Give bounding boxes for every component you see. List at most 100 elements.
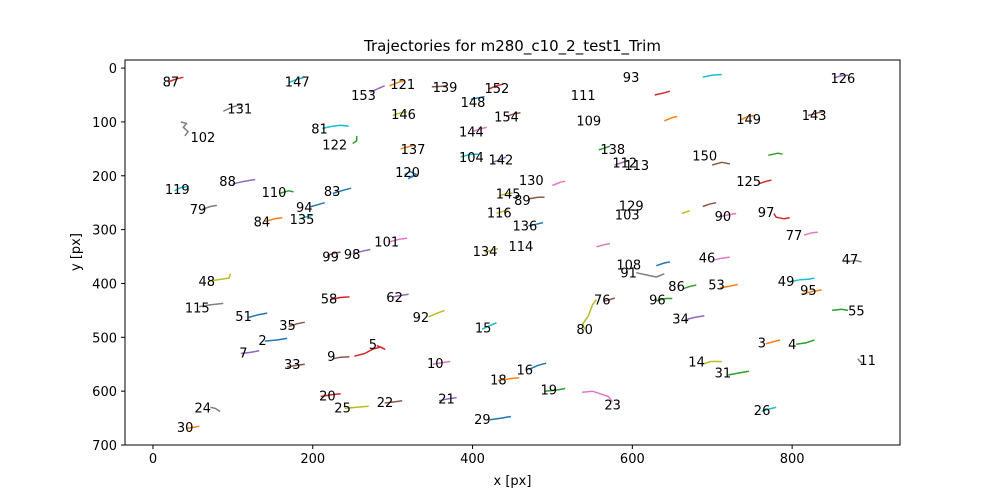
trajectory-93 xyxy=(702,73,722,78)
y-tick-label: 100 xyxy=(92,116,117,131)
trajectory-label-116: 116 xyxy=(487,206,512,221)
trajectory-83 xyxy=(332,187,352,195)
trajectory-18 xyxy=(497,376,519,382)
trajectory-148 xyxy=(470,95,485,101)
trajectory-label-31: 31 xyxy=(715,366,732,381)
trajectory-19 xyxy=(544,387,566,392)
trajectory-label-24: 24 xyxy=(195,401,212,416)
trajectory-label-109: 109 xyxy=(576,114,601,129)
trajectory-62 xyxy=(392,293,409,298)
y-tick-label: 400 xyxy=(92,277,117,292)
trajectory-130 xyxy=(552,180,566,187)
trajectory-label-30: 30 xyxy=(177,421,194,436)
trajectory-label-99: 99 xyxy=(322,251,339,266)
trajectory-153 xyxy=(369,85,385,93)
trajectory-label-129: 129 xyxy=(619,199,644,214)
trajectory-label-152: 152 xyxy=(485,82,510,97)
trajectory-label-134: 134 xyxy=(473,245,498,260)
trajectory-26 xyxy=(761,406,777,412)
trajectory-label-112: 112 xyxy=(612,156,637,171)
y-tick-label: 600 xyxy=(92,385,117,400)
trajectory-99 xyxy=(326,251,341,257)
trajectory-113 xyxy=(711,161,730,166)
trajectory-label-126: 126 xyxy=(831,72,856,87)
trajectory-label-35: 35 xyxy=(279,319,296,334)
trajectory-label-5: 5 xyxy=(369,338,377,353)
plot-area xyxy=(124,59,901,446)
trajectory-label-121: 121 xyxy=(390,78,415,93)
trajectory-label-114: 114 xyxy=(509,240,534,255)
trajectory-label-16: 16 xyxy=(517,364,534,379)
trajectory-label-131: 131 xyxy=(227,103,252,118)
trajectory-92 xyxy=(428,309,445,318)
trajectory-label-19: 19 xyxy=(541,384,558,399)
trajectory-91 xyxy=(636,271,665,278)
trajectory-label-77: 77 xyxy=(786,229,803,244)
trajectory-label-102: 102 xyxy=(191,131,216,146)
trajectory-94 xyxy=(309,201,325,208)
trajectory-22 xyxy=(384,400,403,404)
trajectory-138 xyxy=(598,145,611,151)
trajectory-label-18: 18 xyxy=(490,373,507,388)
trajectory-label-142: 142 xyxy=(489,154,514,169)
trajectory-9 xyxy=(332,355,350,360)
trajectory-122 xyxy=(352,135,358,145)
trajectory-120 xyxy=(404,170,418,180)
trajectory-34 xyxy=(684,315,705,321)
trajectory-143 xyxy=(807,110,825,117)
trajectory-150 xyxy=(768,152,783,157)
trajectory-label-125: 125 xyxy=(736,175,761,190)
trajectory-label-92: 92 xyxy=(413,311,430,326)
trajectory-label-21: 21 xyxy=(438,393,455,408)
trajectory-144 xyxy=(472,126,488,133)
trajectory-label-20: 20 xyxy=(319,390,336,405)
trajectory-129 xyxy=(702,201,717,208)
y-axis-ticks: 0 100 200 300 400 500 600 700 xyxy=(92,62,125,454)
trajectory-55 xyxy=(832,308,849,312)
trajectory-label-10: 10 xyxy=(427,357,444,372)
trajectory-25 xyxy=(344,405,369,410)
trajectory-label-11: 11 xyxy=(859,354,876,369)
trajectory-label-135: 135 xyxy=(290,213,315,228)
trajectory-126 xyxy=(833,74,849,79)
trajectory-label-98: 98 xyxy=(344,248,361,263)
trajectory-152 xyxy=(488,83,504,90)
trajectory-116 xyxy=(496,208,509,215)
trajectory-label-91: 91 xyxy=(620,267,637,282)
trajectory-label-89: 89 xyxy=(514,194,531,209)
trajectory-label-138: 138 xyxy=(600,143,625,158)
trajectory-87 xyxy=(168,76,184,83)
x-axis-ticks: 0 200 400 600 800 xyxy=(149,445,805,467)
trajectory-51 xyxy=(248,312,268,319)
y-tick-label: 0 xyxy=(109,62,117,77)
trajectory-label-110: 110 xyxy=(262,186,287,201)
trajectory-label-84: 84 xyxy=(254,216,271,231)
trajectory-29 xyxy=(489,415,512,421)
trajectory-136 xyxy=(528,221,544,227)
trajectory-label-81: 81 xyxy=(311,122,328,137)
trajectory-146 xyxy=(392,110,408,117)
trajectory-label-150: 150 xyxy=(692,149,717,164)
trajectory-label-26: 26 xyxy=(754,404,771,419)
trajectory-label-143: 143 xyxy=(802,109,827,124)
trajectory-84 xyxy=(264,217,283,223)
trajectory-label-148: 148 xyxy=(461,96,486,111)
trajectory-35 xyxy=(288,321,305,328)
trajectory-label-62: 62 xyxy=(386,291,403,306)
trajectory-102 xyxy=(180,121,189,137)
trajectory-48 xyxy=(208,273,232,283)
trajectory-89 xyxy=(528,196,545,200)
x-tick-label: 0 xyxy=(149,452,157,467)
trajectory-label-76: 76 xyxy=(594,294,611,309)
trajectory-label-53: 53 xyxy=(708,279,725,294)
x-tick-label: 600 xyxy=(620,452,645,467)
trajectory-109 xyxy=(664,115,678,122)
trajectories-layer xyxy=(168,73,863,430)
trajectory-label-79: 79 xyxy=(190,203,207,218)
trajectory-154 xyxy=(505,112,521,118)
trajectory-label-137: 137 xyxy=(401,143,426,158)
trajectory-label-139: 139 xyxy=(433,81,458,96)
